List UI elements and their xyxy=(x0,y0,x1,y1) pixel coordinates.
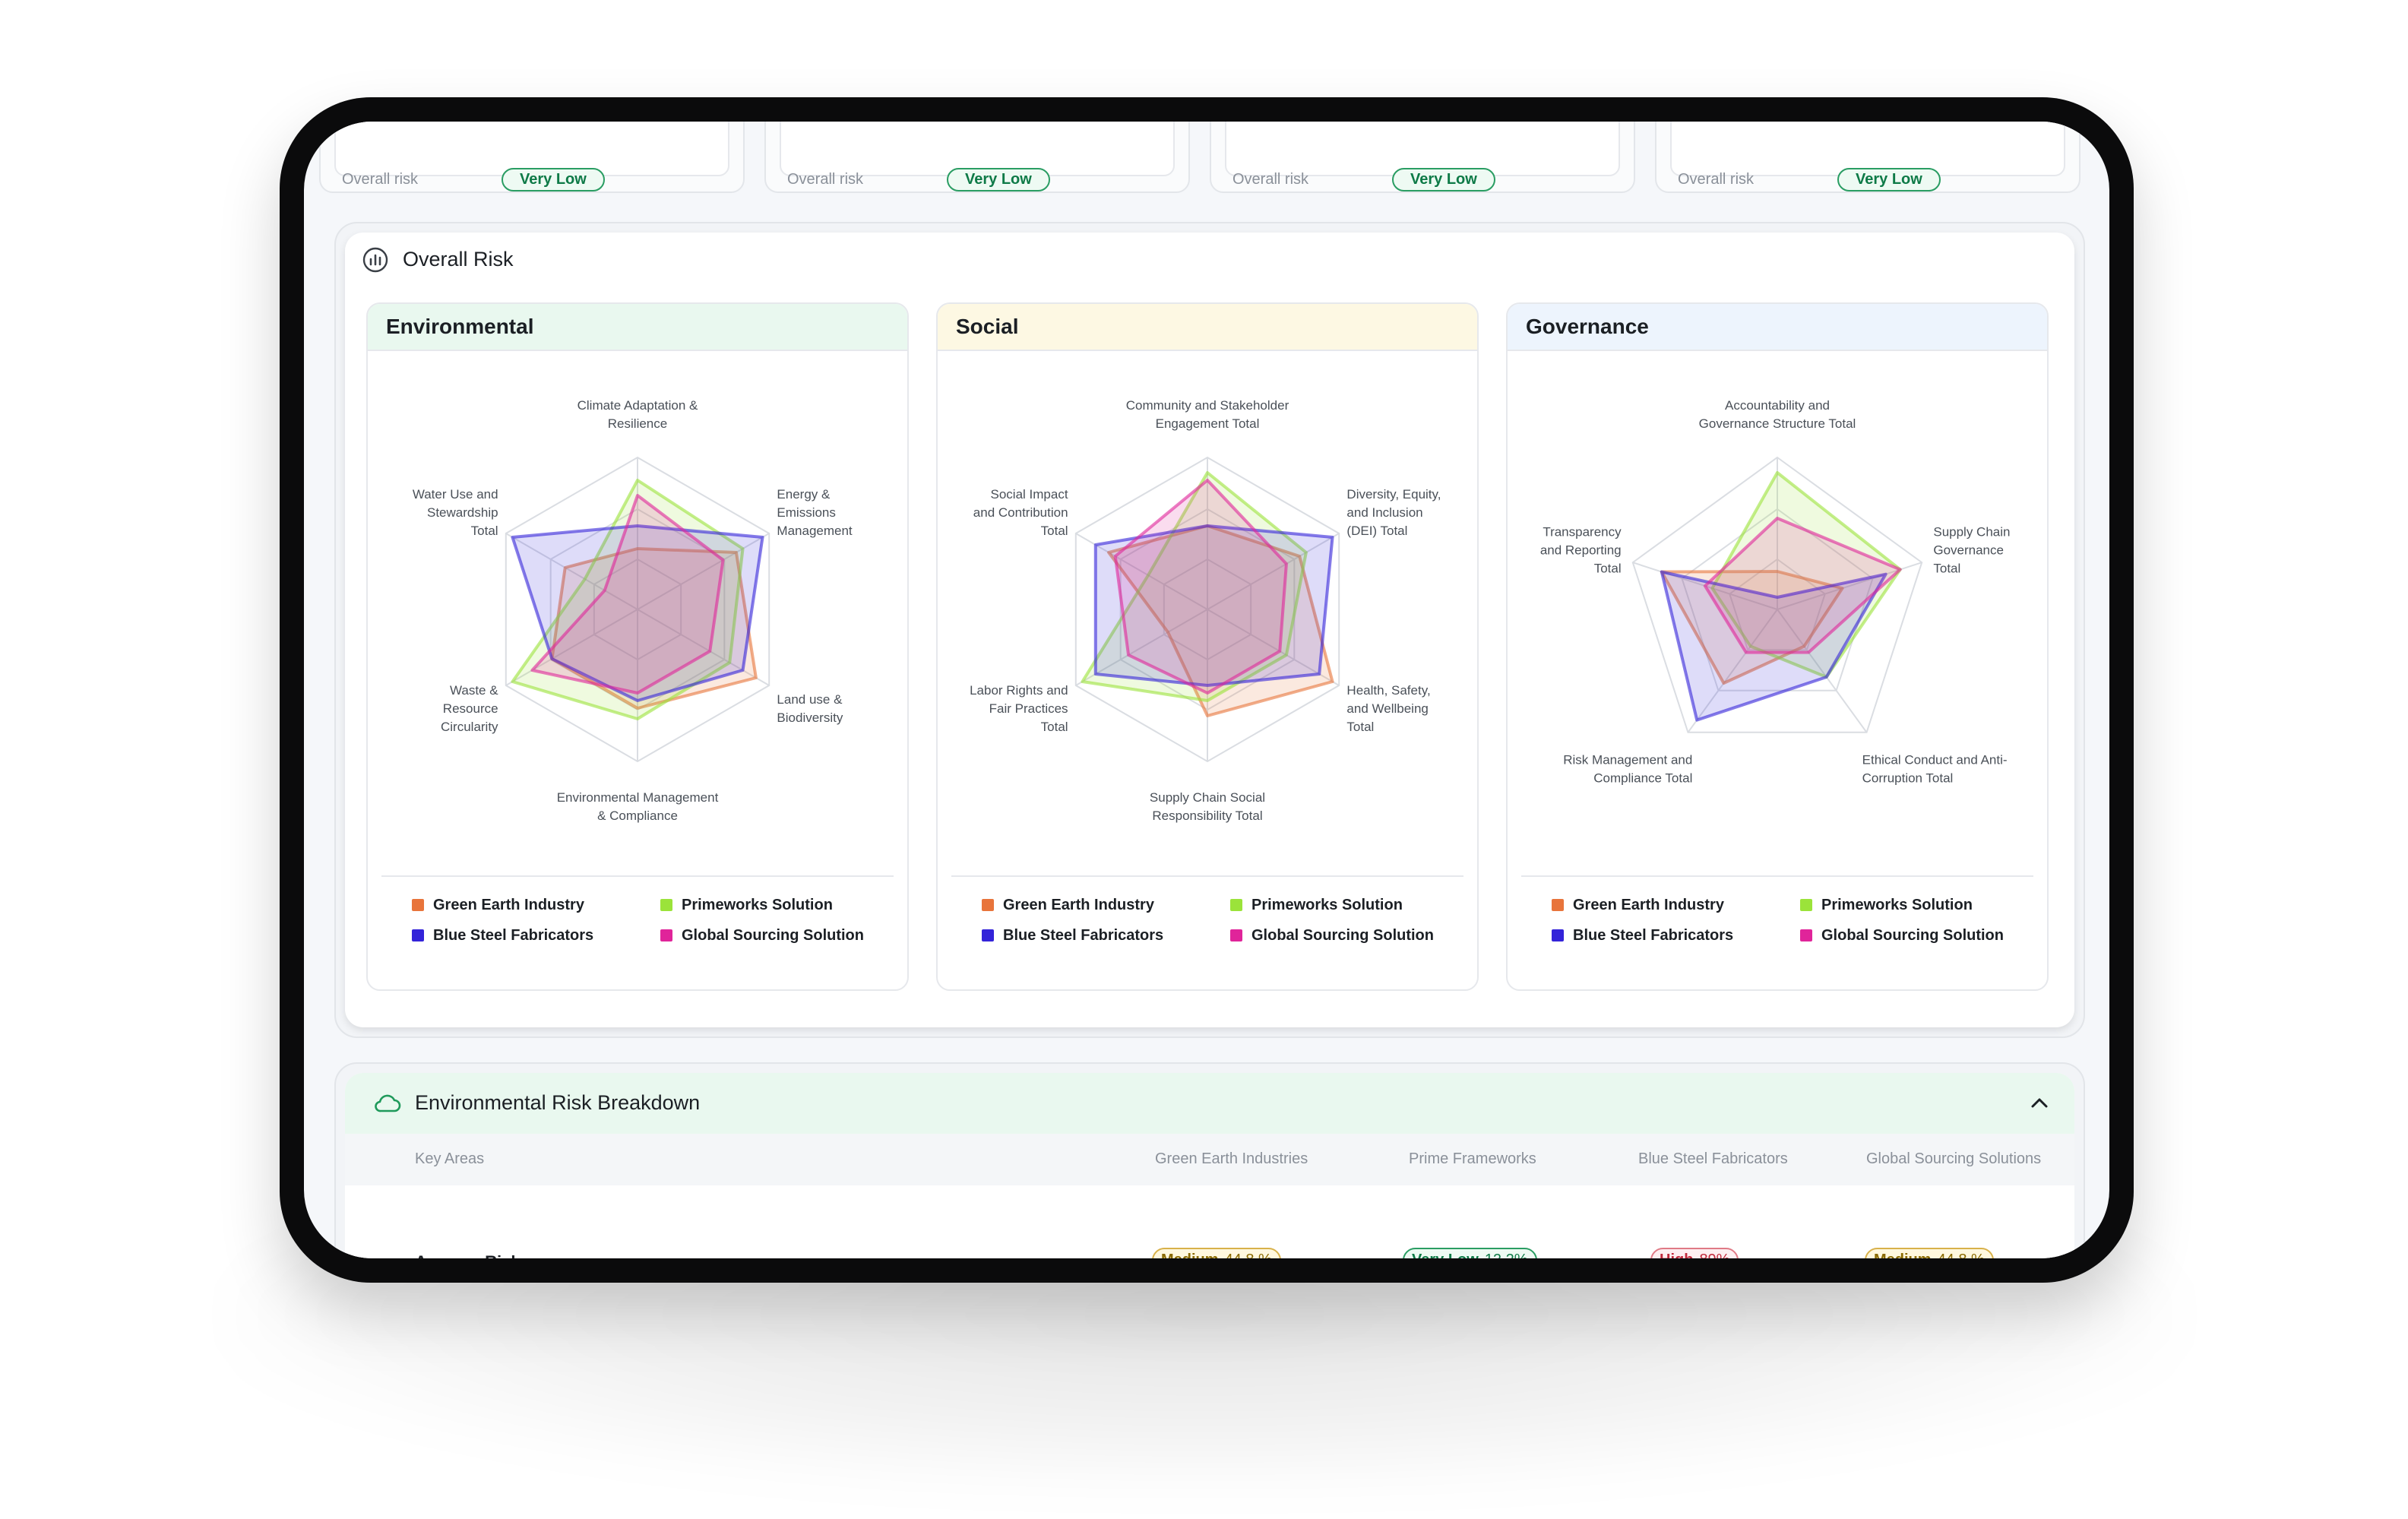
social-chart-card: Social Community and Stakeholder Engageme… xyxy=(936,302,1479,991)
risk-pill: High89% xyxy=(1650,1248,1739,1258)
governance-chart-card: Governance Accountability and Governance … xyxy=(1506,302,2049,991)
radar-spoke xyxy=(505,533,638,610)
chevron-up-icon[interactable] xyxy=(2026,1090,2053,1117)
radar-axis-label: Social Impact and Contribution Total xyxy=(973,487,1068,538)
radar-axis-label: Community and Stakeholder Engagement Tota… xyxy=(1126,398,1289,431)
summary-card-label: Overall risk xyxy=(1678,171,1755,188)
radar-series-global-sourcing-solution xyxy=(1113,479,1288,695)
risk-badge: Very Low xyxy=(1392,168,1495,191)
radar-axis-label: Diversity, Equity, and Inclusion (DEI) Tot… xyxy=(1346,487,1441,538)
summary-card: Overall risk Very Low xyxy=(1655,122,2080,193)
legend-item-green-earth: Green Earth Industry xyxy=(412,897,584,914)
radar-grid-ring xyxy=(1631,456,1923,733)
risk-pill: Medium44.8 % xyxy=(1152,1248,1281,1258)
radar-axis-label: Risk Management and Compliance Total xyxy=(1563,753,1692,786)
radar-series-primeworks-solution xyxy=(511,479,745,720)
column-header-blue-steel: Blue Steel Fabricators xyxy=(1638,1150,1788,1167)
legend-item-primeworks: Primeworks Solution xyxy=(660,897,833,914)
governance-radar-chart: Accountability and Governance Structure T… xyxy=(1540,398,2011,786)
card-title: Governance xyxy=(1526,315,1649,338)
radar-series-global-sourcing-solution xyxy=(1703,517,1902,654)
card-header: Governance xyxy=(1508,304,2047,351)
breakdown-title: Environmental Risk Breakdown xyxy=(415,1091,701,1114)
environmental-chart-card: Environmental Climate Adaptation & Resili… xyxy=(366,302,909,991)
radar-spoke xyxy=(637,609,770,686)
radar-axis-label: Labor Rights and Fair Practices Total xyxy=(970,683,1068,734)
radar-axis-label: Waste & Resource Circularity xyxy=(441,683,498,734)
section-title: Overall Risk xyxy=(403,248,514,271)
summary-card-label: Overall risk xyxy=(342,171,419,188)
legend-item-global-sourcing: Global Sourcing Solution xyxy=(1230,927,1434,945)
cloud-icon xyxy=(375,1094,401,1112)
radar-axis-label: Ethical Conduct and Anti-Corruption Tota… xyxy=(1862,753,2008,786)
legend-item-global-sourcing: Global Sourcing Solution xyxy=(1800,927,2004,945)
radar-series-green-earth-industry xyxy=(550,547,758,710)
tablet-frame: Overall risk Very Low Overall risk Very … xyxy=(280,97,2134,1283)
summary-card-label: Overall risk xyxy=(1232,171,1309,188)
legend-item-global-sourcing: Global Sourcing Solution xyxy=(660,927,864,945)
overall-risk-section: Overall Risk Environmental Climate Adapt… xyxy=(334,222,2085,1038)
radar-axis-label: Accountability and Governance Structure T… xyxy=(1699,398,1856,431)
radar-spoke xyxy=(1777,609,1868,733)
legend-item-blue-steel: Blue Steel Fabricators xyxy=(982,927,1163,945)
summary-card: Overall risk Very Low xyxy=(1210,122,1635,193)
radar-grid-ring xyxy=(1681,508,1874,691)
column-header-key-areas: Key Areas xyxy=(415,1150,485,1167)
radar-spoke xyxy=(505,609,638,686)
column-header-prime-frameworks: Prime Frameworks xyxy=(1409,1150,1536,1167)
overall-risk-panel: Overall Risk Environmental Climate Adapt… xyxy=(345,233,2074,1027)
risk-pill: Very Low12.2% xyxy=(1403,1248,1537,1258)
risk-pill: Medium44.8 % xyxy=(1865,1248,1994,1258)
legend-item-green-earth: Green Earth Industry xyxy=(1552,897,1724,914)
risk-badge: Very Low xyxy=(1837,168,1941,191)
summary-cards-strip: Overall risk Very Low Overall risk Very … xyxy=(304,122,2109,193)
environmental-radar-chart: Climate Adaptation & Resilience Energy & Em… xyxy=(413,398,853,823)
radar-axis-label: Supply Chain Governance Total xyxy=(1933,524,2010,575)
radar-axis-label: Supply Chain Social Responsibility Total xyxy=(1150,790,1265,823)
radar-axis-label: Energy & Emissions Management xyxy=(777,487,853,538)
legend-item-green-earth: Green Earth Industry xyxy=(982,897,1154,914)
summary-card: Overall risk Very Low xyxy=(764,122,1190,193)
radar-series-global-sourcing-solution xyxy=(530,494,725,695)
radar-axis-label: Climate Adaptation & Resilience xyxy=(577,398,698,431)
column-header-global-sourcing: Global Sourcing Solutions xyxy=(1866,1150,2042,1167)
radar-spoke xyxy=(1207,533,1340,610)
radar-spoke xyxy=(1075,533,1208,610)
radar-axis-label: Transparency and Reporting Total xyxy=(1540,524,1622,575)
radar-spoke xyxy=(1687,609,1778,733)
card-header: Social xyxy=(938,304,1477,351)
social-radar-chart: Community and Stakeholder Engagement Tota… xyxy=(970,398,1441,823)
radar-spoke xyxy=(637,533,770,610)
card-title: Environmental xyxy=(386,315,534,338)
radar-axis-label: Land use & Biodiversity xyxy=(777,692,843,725)
card-title: Social xyxy=(956,315,1019,338)
legend-item-blue-steel: Blue Steel Fabricators xyxy=(1552,927,1733,945)
risk-breakdown-section: Environmental Risk Breakdown Key Areas G… xyxy=(334,1062,2085,1258)
legend-item-primeworks: Primeworks Solution xyxy=(1800,897,1973,914)
card-header: Environmental xyxy=(368,304,907,351)
risk-badge: Very Low xyxy=(502,168,605,191)
summary-card-label: Overall risk xyxy=(787,171,864,188)
risk-breakdown-panel: Environmental Risk Breakdown Key Areas G… xyxy=(345,1073,2074,1258)
radar-axis-label: Water Use and Stewardship Total xyxy=(413,487,498,538)
radar-axis-label: Environmental Management & Compliance xyxy=(557,790,719,823)
legend-item-blue-steel: Blue Steel Fabricators xyxy=(412,927,593,945)
breakdown-column-headers: Key Areas Green Earth Industries Prime F… xyxy=(345,1134,2074,1185)
screen: Overall risk Very Low Overall risk Very … xyxy=(304,122,2109,1258)
bar-chart-circle-icon xyxy=(362,247,388,273)
risk-badge: Very Low xyxy=(947,168,1050,191)
column-header-green-earth: Green Earth Industries xyxy=(1155,1150,1308,1167)
radar-axis-label: Health, Safety, and Wellbeing Total xyxy=(1346,683,1430,734)
radar-series-blue-steel-fabricators xyxy=(1093,524,1334,687)
breakdown-header[interactable]: Environmental Risk Breakdown xyxy=(345,1073,2074,1134)
legend-item-primeworks: Primeworks Solution xyxy=(1230,897,1403,914)
summary-card: Overall risk Very Low xyxy=(319,122,745,193)
radar-series-green-earth-industry xyxy=(1107,524,1334,717)
row-label: Average Risk xyxy=(415,1252,521,1258)
